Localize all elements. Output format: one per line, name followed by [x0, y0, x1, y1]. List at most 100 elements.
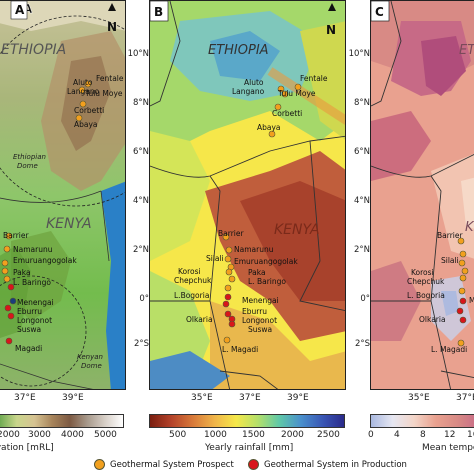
lon-tick: 35°E	[408, 393, 430, 403]
site-label: Paka	[248, 268, 266, 277]
site-label: Longonot	[242, 316, 277, 325]
lat-tick: 6°N	[353, 147, 370, 157]
panel-a-country-kenya: KENYA	[46, 216, 92, 232]
north-arrow-icon	[328, 3, 336, 11]
lon-tick: 35°E	[191, 393, 213, 403]
panel-c-colorbar	[370, 414, 474, 428]
panel-b-country-kenya: KENYA	[274, 222, 320, 238]
prospect-marker	[224, 255, 232, 263]
production-markers	[456, 297, 467, 324]
site-label: Barrier	[3, 231, 29, 240]
prospect-marker	[458, 287, 466, 295]
site-label: Fentale	[300, 74, 328, 83]
production-marker	[224, 293, 232, 301]
prospect-marker	[224, 284, 232, 292]
site-label: Korosi	[178, 267, 201, 276]
panel-a-colorbar	[0, 414, 124, 428]
site-label: Chepchuk	[174, 276, 212, 285]
map-legend: Geothermal System Prospect Geothermal Sy…	[0, 456, 474, 474]
legend-prospect-label: Geothermal System Prospect	[110, 459, 234, 470]
colorbar-tick: 3000	[28, 430, 51, 440]
panel-a-colorbar-label: Elevation [mRL]	[0, 443, 54, 453]
prospect-marker	[222, 233, 230, 241]
site-label: Olkaria	[186, 315, 213, 324]
panel-b-letter: B	[154, 5, 163, 19]
panel-a-country-ethiopia: ETHIOPIA	[1, 42, 66, 58]
site-label: Emuruangogolak	[234, 257, 298, 266]
prospect-marker	[461, 267, 469, 275]
prospect-markers	[457, 237, 469, 347]
lon-tick: 37°E	[14, 393, 36, 403]
panel-a-lon-ticks: 37°E 39°E	[0, 393, 136, 405]
panel-c-country-kenya: KENYA	[465, 220, 474, 235]
prospect-marker	[459, 250, 467, 258]
prospect-markers	[222, 83, 302, 344]
lat-tick: 4°N	[132, 196, 149, 206]
panel-c-colorbar-ticks: 0 4 8 12 16	[368, 430, 474, 442]
site-label: Abaya	[257, 123, 281, 132]
colorbar-tick: 2500	[317, 430, 340, 440]
lat-tick: 2°S	[354, 339, 370, 349]
panel-b-lon-ticks: 35°E 37°E 39°E	[149, 393, 346, 405]
north-arrow-icon	[108, 3, 116, 11]
production-marker	[459, 316, 467, 324]
site-label: Longonot	[17, 316, 52, 325]
panel-b-colorbar-label: Yearly rainfall [mm]	[205, 443, 294, 453]
prospect-marker	[228, 275, 236, 283]
panel-b-country-ethiopia: ETHIOPIA	[208, 43, 269, 58]
lon-tick: 39°E	[62, 393, 84, 403]
kenyan-dome-outline	[0, 275, 87, 387]
lon-tick: 37°E	[239, 393, 261, 403]
site-label: Silali	[441, 256, 459, 265]
prospect-marker	[459, 274, 467, 282]
panel-c-lat-ticks: 10°N 8°N 6°N 4°N 2°N 0° 2°S	[346, 0, 370, 390]
panel-a-kenyan-dome: Kenyan Dome	[77, 353, 103, 370]
lat-tick: 10°N	[348, 49, 370, 59]
site-label: Fentale	[96, 74, 124, 83]
colorbar-tick: 16	[467, 430, 474, 440]
site-label: Tulu Moye	[84, 89, 123, 98]
site-label: Tulu Moye	[277, 89, 316, 98]
site-label: Abaya	[74, 120, 98, 129]
lat-tick: 0°	[139, 294, 149, 304]
colorbar-tick: 4000	[61, 430, 84, 440]
production-markers	[222, 293, 236, 328]
lat-tick: 6°N	[132, 147, 149, 157]
ethiopian-dome-outline	[0, 15, 125, 207]
site-label: Corbetti	[74, 106, 104, 115]
site-label: L. Baringo	[13, 278, 51, 287]
colorbar-tick: 500	[169, 430, 187, 440]
site-label: Olkaria	[419, 315, 446, 324]
site-label: Eburru	[242, 307, 267, 316]
border-line	[219, 370, 279, 389]
border-line	[440, 370, 474, 379]
colorbar-tick: 1500	[242, 430, 265, 440]
colorbar-tick: 0	[368, 430, 374, 440]
lat-tick: 2°S	[133, 339, 149, 349]
legend-production-label: Geothermal System in Production	[264, 459, 407, 470]
site-label: Korosi	[411, 268, 434, 277]
panel-b-colorbar	[149, 414, 345, 428]
lat-tick: 2°N	[132, 245, 149, 255]
site-label: L. Magadi	[222, 345, 258, 354]
panel-b-lat-ticks: 10°N 8°N 6°N 4°N 2°N 0° 2°S	[125, 0, 149, 390]
elevation-map: A A N ETHIOPIA KENYA Ethiopian Dome Kenya…	[0, 1, 125, 389]
production-marker	[228, 320, 236, 328]
site-label: Barrier	[218, 229, 244, 238]
site-label: Suswa	[17, 325, 41, 334]
site-label: L.Bogoria	[174, 291, 209, 300]
panel-c-country-ethiopia: ETHIOPIA	[459, 43, 474, 58]
prospect-marker	[225, 268, 233, 276]
site-label: L. Bogoria	[407, 291, 445, 300]
site-label: Me	[469, 296, 474, 305]
site-label: Namarunu	[13, 245, 53, 254]
border-line	[371, 1, 402, 107]
colorbar-tick: 4	[394, 430, 400, 440]
panel-c-temperature-map: C ETHIOPIA KENYA Barrier Silali Korosi C…	[370, 0, 474, 390]
colorbar-tick: 2000	[0, 430, 20, 440]
lat-tick: 4°N	[353, 196, 370, 206]
panel-a-north: N	[107, 20, 117, 34]
panel-c-letter: C	[375, 5, 384, 19]
production-marker	[459, 297, 467, 305]
panel-b-rainfall-map: B N ETHIOPIA KENYA Fentale Aluto Langano …	[149, 0, 346, 390]
